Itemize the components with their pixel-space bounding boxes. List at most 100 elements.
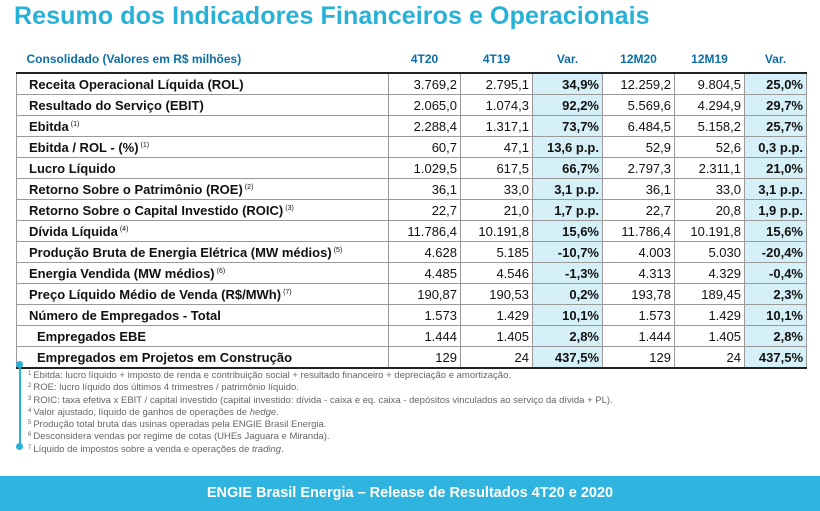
footnote-ref: (4) (119, 225, 129, 233)
footnote-text: Valor ajustado, líquido de ganhos de ope… (33, 406, 250, 418)
value-cell: 129 (602, 346, 675, 369)
row-label-text: Preço Líquido Médio de Venda (R$/MWh) (29, 286, 282, 302)
footnote-ref: (5) (333, 246, 343, 254)
row-label: Lucro Líquido (16, 157, 389, 179)
footnote: 2 ROE: lucro líquido dos últimos 4 trimes… (28, 381, 613, 393)
row-label-text: Dívida Líquida (29, 223, 118, 239)
variation-cell: 1,7 p.p. (532, 199, 603, 221)
variation-cell: 10,1% (532, 304, 603, 326)
variation-cell: 92,2% (532, 94, 603, 116)
value-cell: 24 (460, 346, 533, 369)
value-cell: 1.405 (674, 325, 745, 347)
variation-cell: 13,6 p.p. (532, 136, 603, 158)
value-cell: 190,53 (460, 283, 533, 305)
row-label: Resultado do Serviço (EBIT) (16, 94, 389, 116)
footnote: 3 ROIC: taxa efetiva x EBIT / capital inv… (28, 394, 613, 406)
variation-cell: 34,9% (532, 73, 603, 95)
footnote-text: . (276, 406, 279, 418)
variation-cell: 1,9 p.p. (744, 199, 807, 221)
row-label-text: Receita Operacional Líquida (ROL) (29, 76, 244, 92)
value-cell: 4.546 (460, 262, 533, 284)
footnote-text: Desconsidera vendas por regime de cotas … (33, 431, 330, 443)
table-row: Lucro Líquido 1.029,5 617,5 66,7% 2.797,3 2.3… (16, 157, 807, 179)
value-cell: 9.804,5 (674, 73, 745, 95)
table-row: Receita Operacional Líquida (ROL) 3.769,2… (16, 73, 807, 95)
variation-cell: -1,3% (532, 262, 603, 284)
variation-cell: 3,1 p.p. (532, 178, 603, 200)
value-cell: 2.065,0 (388, 94, 461, 116)
variation-cell: 15,6% (532, 220, 603, 242)
footnote-number: 5 (28, 420, 32, 427)
value-cell: 4.313 (602, 262, 675, 284)
value-cell: 4.003 (602, 241, 675, 263)
row-label: Energia Vendida (MW médios) (6) (16, 262, 389, 284)
value-cell: 617,5 (460, 157, 533, 179)
value-cell: 1.074,3 (460, 94, 533, 116)
value-cell: 24 (674, 346, 745, 369)
table-row: Ebitda (1) 2.288,4 1.317,1 73,7% 6.484,5 5.158… (16, 115, 807, 137)
variation-cell: 2,3% (744, 283, 807, 305)
page-title: Resumo dos Indicadores Financeiros e Ope… (14, 2, 650, 30)
column-header: 12M19 (674, 46, 745, 74)
value-cell: 12.259,2 (602, 73, 675, 95)
table-body: Receita Operacional Líquida (ROL) 3.769,2… (16, 73, 807, 369)
value-cell: 22,7 (388, 199, 461, 221)
table-row: Empregados EBE 1.444 1.405 2,8% 1.444 1.405 2,… (16, 325, 807, 347)
footnote-ref: (1) (140, 141, 150, 149)
row-label: Retorno Sobre o Patrimônio (ROE) (2) (16, 178, 389, 200)
column-header: 12M20 (602, 46, 675, 74)
footnote-text: Produção total bruta das usinas operadas… (33, 419, 327, 431)
row-label: Ebitda (1) (16, 115, 389, 137)
footnote-number: 6 (28, 432, 32, 439)
value-cell: 2.311,1 (674, 157, 745, 179)
row-label-text: Retorno Sobre o Capital Investido (ROIC) (29, 202, 284, 218)
row-label-text: Empregados em Projetos em Construção (37, 349, 293, 365)
value-cell: 1.573 (602, 304, 675, 326)
variation-cell: 10,1% (744, 304, 807, 326)
value-cell: 189,45 (674, 283, 745, 305)
footnote: 4 Valor ajustado, líquido de ganhos de op… (28, 406, 613, 418)
value-cell: 52,6 (674, 136, 745, 158)
footnote-text: trading (252, 443, 282, 455)
value-cell: 33,0 (674, 178, 745, 200)
value-cell: 129 (388, 346, 461, 369)
value-cell: 193,78 (602, 283, 675, 305)
value-cell: 47,1 (460, 136, 533, 158)
divider-dot-bottom (16, 443, 23, 450)
column-header: 4T20 (388, 46, 461, 74)
value-cell: 4.294,9 (674, 94, 745, 116)
footnote-number: 4 (28, 407, 32, 414)
value-cell: 1.429 (674, 304, 745, 326)
row-label-text: Energia Vendida (MW médios) (29, 265, 215, 281)
row-label-text: Resultado do Serviço (EBIT) (29, 97, 204, 113)
value-cell: 2.797,3 (602, 157, 675, 179)
value-cell: 1.573 (388, 304, 461, 326)
value-cell: 2.795,1 (460, 73, 533, 95)
row-label: Empregados EBE (16, 325, 389, 347)
value-cell: 10.191,8 (460, 220, 533, 242)
table-header-row: Consolidado (Valores em R$ milhões) 4T20… (16, 46, 807, 74)
footnote: 7 Líquido de impostos sobre a venda e ope… (28, 443, 613, 455)
table-row: Número de Empregados - Total 1.573 1.429 10… (16, 304, 807, 326)
table-row: Energia Vendida (MW médios) (6) 4.485 4.546… (16, 262, 807, 284)
variation-cell: 25,0% (744, 73, 807, 95)
table-row: Empregados em Projetos em Construção 129 2… (16, 346, 807, 369)
footnote-number: 2 (28, 383, 32, 390)
table-row: Resultado do Serviço (EBIT) 2.065,0 1.074,… (16, 94, 807, 116)
value-cell: 1.429 (460, 304, 533, 326)
row-label: Produção Bruta de Energia Elétrica (MW m… (16, 241, 389, 263)
footnote-ref: (7) (283, 288, 292, 296)
row-label: Dívida Líquida (4) (16, 220, 389, 242)
row-label: Número de Empregados - Total (16, 304, 389, 326)
column-header: Var. (744, 46, 807, 74)
footnote-ref: (3) (285, 204, 294, 212)
row-label-text: Empregados EBE (37, 328, 147, 344)
value-cell: 22,7 (602, 199, 675, 221)
row-label-text: Número de Empregados - Total (29, 307, 221, 323)
value-cell: 1.444 (388, 325, 461, 347)
footnote-text: Ebitda: lucro líquido + imposto de renda… (33, 370, 512, 381)
variation-cell: -20,4% (744, 241, 807, 263)
footnote-number: 1 (28, 371, 32, 377)
row-label-text: Ebitda (29, 118, 69, 134)
indicators-table-container: Consolidado (Valores em R$ milhões) 4T20… (16, 46, 807, 369)
